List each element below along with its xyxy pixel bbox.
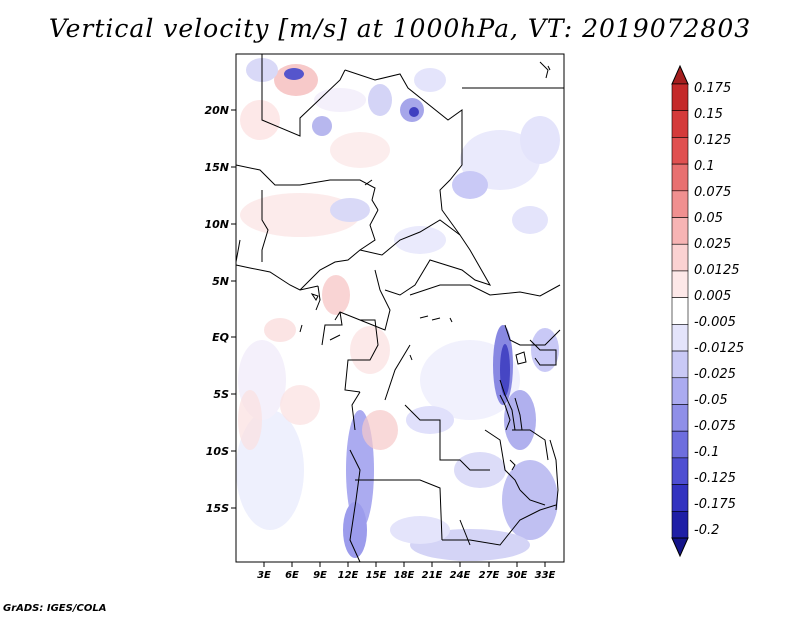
colorbar-swatch: [671, 510, 689, 539]
colorbar: [671, 64, 689, 558]
colorbar-label: 0.0125: [694, 263, 740, 278]
colorbar-label: 0.075: [694, 185, 731, 200]
lat-label: 20N: [204, 104, 229, 117]
colorbar-label: -0.025: [694, 367, 736, 382]
colorbar-label: -0.0125: [694, 341, 744, 356]
colorbar-label: 0.15: [694, 107, 723, 122]
lat-label: 5S: [213, 388, 229, 401]
lon-axis: 3E 6E 9E 12E 15E 18E 21E 24E 27E 30E 33E: [257, 562, 556, 581]
lat-label: EQ: [212, 331, 229, 344]
colorbar-label: 0.025: [694, 237, 731, 252]
lon-label: 9E: [313, 570, 327, 581]
colorbar-label: 0.1: [694, 159, 715, 174]
velocity-field: [236, 58, 560, 561]
lat-label: 10N: [204, 218, 229, 231]
colorbar-swatch: [671, 163, 689, 192]
colorbar-swatch: [671, 350, 689, 379]
colorbar-swatch: [671, 217, 689, 245]
grads-credit: GrADS: IGES/COLA: [3, 603, 107, 614]
colorbar-label: -0.005: [694, 315, 736, 330]
colorbar-label: 0.175: [694, 81, 731, 96]
colorbar-swatch: [671, 83, 689, 112]
colorbar-swatch: [671, 537, 689, 558]
colorbar-swatch: [671, 137, 689, 165]
colorbar-swatch: [671, 297, 689, 325]
lon-label: 3E: [257, 570, 271, 581]
colorbar-swatch: [671, 430, 689, 459]
lon-label: 15E: [366, 570, 387, 581]
colorbar-label: 0.125: [694, 133, 731, 148]
colorbar-label: -0.175: [694, 497, 736, 512]
colorbar-swatch: [671, 377, 689, 405]
lon-label: 24E: [450, 570, 471, 581]
lat-axis: 20N 15N 10N 5N EQ 5S 10S 15S: [204, 104, 236, 515]
colorbar-swatch: [671, 457, 689, 485]
lat-label: 5N: [212, 275, 229, 288]
lon-label: 27E: [479, 570, 500, 581]
colorbar-label: -0.2: [694, 523, 719, 538]
colorbar-label: -0.1: [694, 445, 719, 460]
lat-label: 15S: [206, 502, 229, 515]
colorbar-swatch: [671, 243, 689, 272]
colorbar-swatch: [671, 270, 689, 298]
colorbar-swatch: [671, 64, 689, 85]
colorbar-swatch: [671, 404, 689, 432]
lon-label: 18E: [394, 570, 415, 581]
lon-label: 30E: [507, 570, 528, 581]
country-borders: [235, 54, 564, 563]
colorbar-swatch: [671, 324, 689, 352]
map-frame: [235, 53, 565, 563]
lon-label: 12E: [338, 570, 359, 581]
lon-label: 6E: [285, 570, 299, 581]
colorbar-label: -0.075: [694, 419, 736, 434]
colorbar-swatch: [671, 110, 689, 138]
colorbar-label: -0.05: [694, 393, 728, 408]
lon-label: 33E: [535, 570, 556, 581]
colorbar-label: -0.125: [694, 471, 736, 486]
colorbar-swatch: [671, 484, 689, 512]
colorbar-labels: 0.175 0.15 0.125 0.1 0.075 0.05 0.025 0.…: [694, 81, 744, 538]
colorbar-label: 0.05: [694, 211, 723, 226]
lat-label: 10S: [206, 445, 229, 458]
lon-label: 21E: [422, 570, 443, 581]
colorbar-label: 0.005: [694, 289, 731, 304]
map-title: Vertical velocity [m/s] at 1000hPa, VT: …: [48, 14, 752, 43]
lat-label: 15N: [204, 161, 229, 174]
colorbar-swatch: [671, 190, 689, 218]
